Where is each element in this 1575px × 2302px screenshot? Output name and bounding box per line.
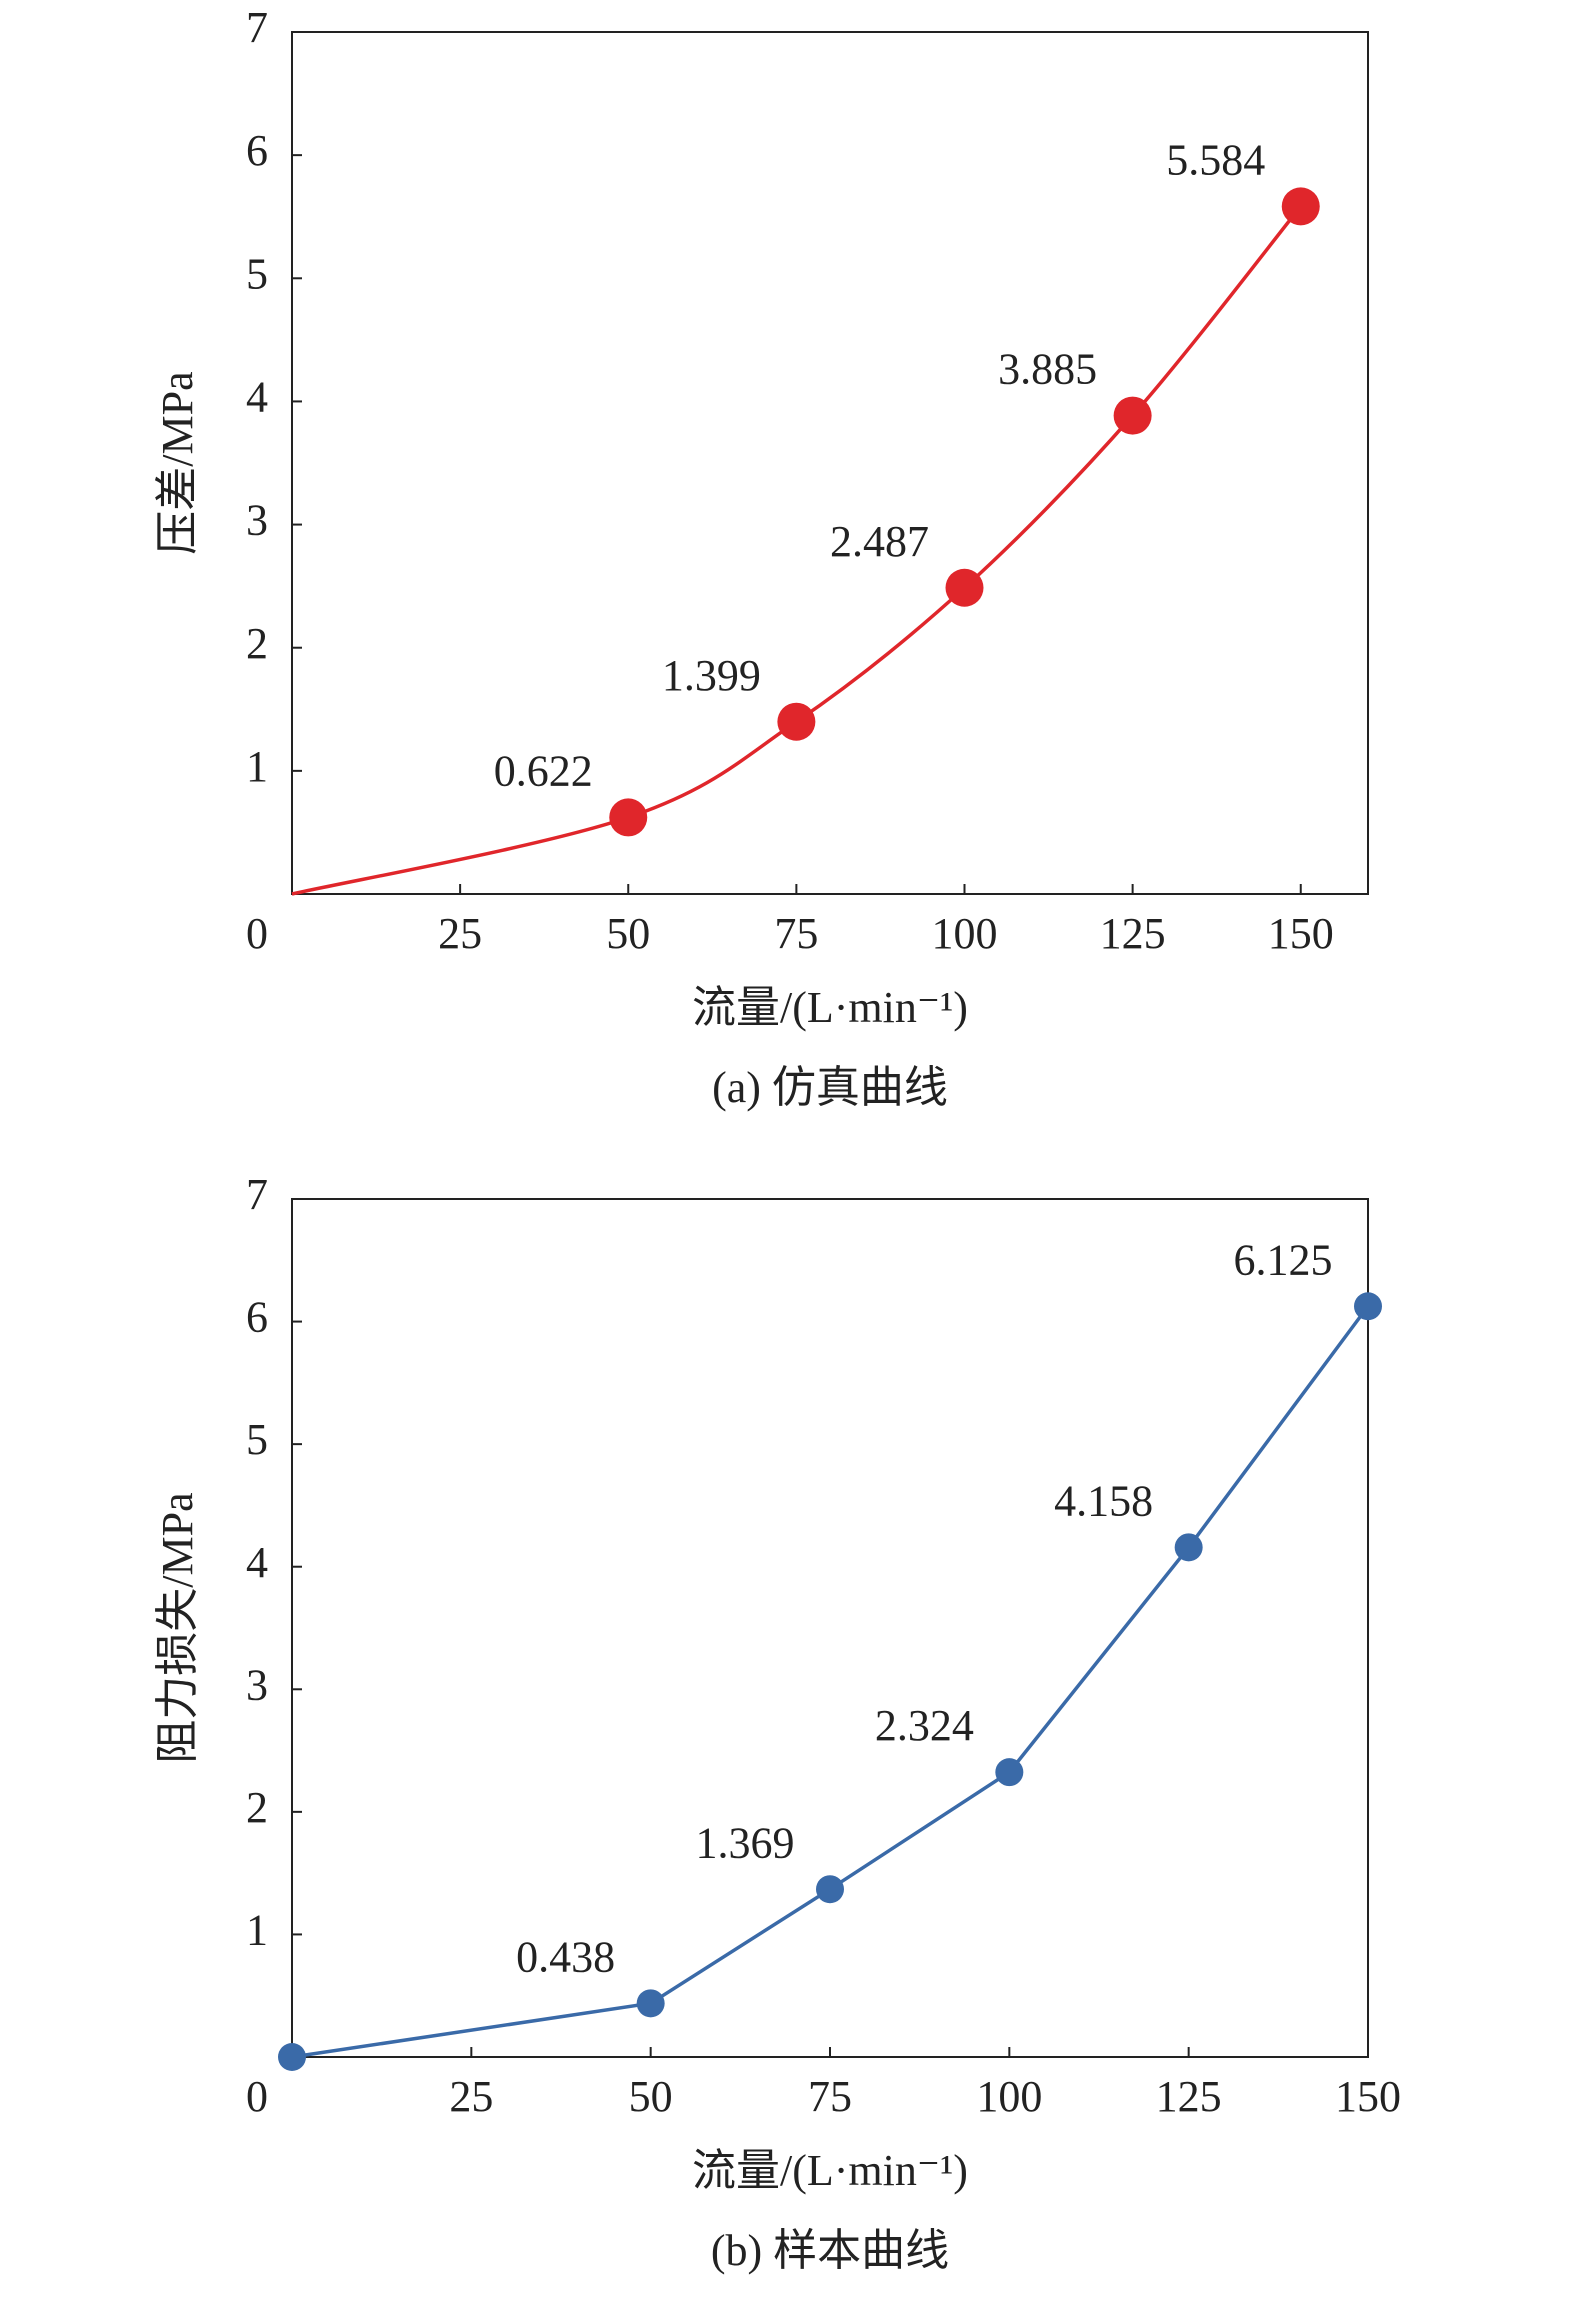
x-axis-title: 流量/(L·min⁻¹) [692,2146,968,2195]
x-tick-label: 125 [1100,909,1166,958]
x-tick-label: 75 [808,2072,852,2121]
y-tick-label: 5 [246,1415,268,1464]
data-point [945,568,984,607]
y-tick-label: 1 [246,742,268,791]
y-tick-label: 4 [246,1538,268,1587]
data-label: 2.487 [830,517,929,566]
y-tick-label: 0 [246,909,268,958]
y-axis-title: 阻力损失/MPa [153,1492,202,1763]
data-point [636,1989,665,2018]
x-tick-label: 25 [449,2072,493,2121]
data-label: 3.885 [998,345,1097,394]
caption: (a) 仿真曲线 [712,1063,948,1112]
y-tick-label: 6 [246,126,268,175]
x-tick-label: 25 [438,909,482,958]
data-label: 1.399 [662,651,761,700]
x-tick-label: 150 [1268,909,1334,958]
y-tick-label: 5 [246,249,268,298]
y-axis-title: 压差/MPa [153,371,202,554]
data-label: 5.584 [1166,135,1265,184]
data-point [777,702,816,741]
x-tick-label: 100 [976,2072,1042,2121]
x-tick-label: 125 [1156,2072,1222,2121]
plot-frame [291,31,1369,895]
data-point [1174,1533,1203,1562]
data-label: 2.324 [875,1701,974,1750]
data-point [1281,187,1320,226]
y-tick-label: 4 [246,373,268,422]
data-point [995,1758,1024,1787]
data-label: 4.158 [1054,1476,1153,1525]
data-point [816,1875,844,1904]
y-tick-label: 1 [246,1906,268,1955]
y-tick-label: 3 [246,496,268,545]
y-tick-label: 7 [246,3,268,52]
x-axis-title: 流量/(L·min⁻¹) [692,983,968,1032]
series-line [291,1305,1370,2059]
series-line [291,205,1303,896]
data-point [609,798,648,837]
data-label: 1.369 [696,1818,795,1867]
data-label: 6.125 [1234,1235,1333,1284]
y-tick-label: 2 [246,619,268,668]
data-point [1354,1292,1382,1321]
data-label: 0.438 [516,1932,615,1981]
data-point [278,2043,306,2071]
y-tick-label: 2 [246,1783,268,1832]
x-tick-label: 50 [629,2072,673,2121]
y-tick-label: 7 [246,1170,268,1219]
caption: (b) 样本曲线 [711,2226,949,2275]
x-tick-label: 150 [1335,2072,1401,2121]
y-tick-label: 6 [246,1293,268,1342]
y-tick-label: 3 [246,1660,268,1709]
y-tick-label: 0 [246,2072,268,2121]
data-point [1113,396,1152,435]
x-tick-label: 75 [774,909,818,958]
x-tick-label: 100 [932,909,998,958]
data-label: 0.622 [494,746,593,795]
plot-frame [291,1198,1369,2058]
x-tick-label: 50 [606,909,650,958]
